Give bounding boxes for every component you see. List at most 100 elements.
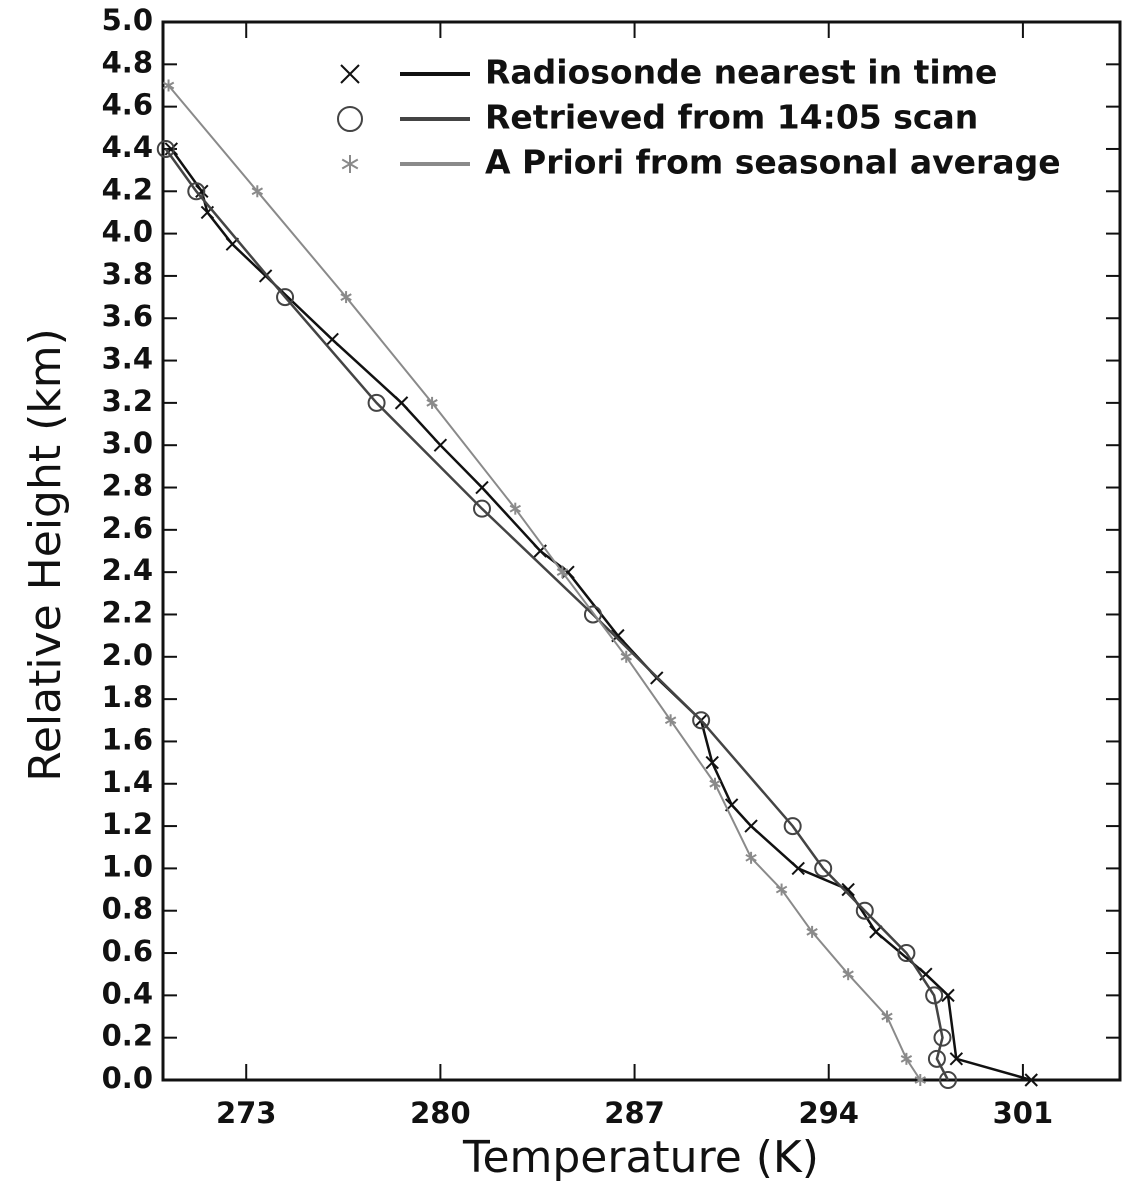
marker: [709, 777, 721, 790]
marker-stroke: [251, 187, 264, 196]
marker-stroke: [561, 565, 575, 579]
x-axis-title: Temperature (K): [462, 1132, 819, 1183]
marker-stroke: [340, 293, 352, 301]
y-tick-label: 2.8: [102, 469, 153, 503]
marker: [881, 1010, 893, 1023]
marker: [187, 182, 206, 201]
y-tick-label: 2.4: [102, 553, 153, 587]
marker: [855, 901, 874, 920]
y-tick-label: 0.4: [102, 976, 153, 1010]
y-tick-label: 1.0: [102, 849, 153, 883]
y-tick-label: 1.6: [102, 722, 153, 756]
marker: [561, 565, 575, 579]
legend-label: A Priori from seasonal average: [485, 143, 1061, 182]
marker-circle: [367, 393, 386, 412]
marker-stroke: [841, 882, 855, 897]
marker: [806, 925, 818, 938]
marker: [783, 817, 802, 836]
marker: [791, 861, 805, 876]
marker-stroke: [433, 438, 448, 452]
marker-stroke: [745, 853, 757, 862]
marker: [841, 882, 855, 897]
marker: [692, 711, 711, 730]
x-tick-label: 273: [216, 1096, 277, 1130]
y-tick-label: 0.6: [102, 934, 153, 968]
y-tick-label: 3.2: [102, 384, 153, 418]
marker-circle: [783, 817, 802, 836]
marker-circle: [933, 1028, 952, 1047]
marker: [426, 396, 438, 409]
marker: [869, 925, 883, 939]
marker-stroke: [195, 184, 209, 198]
marker-stroke: [664, 716, 677, 725]
marker-stroke: [162, 81, 175, 90]
marker-circle: [897, 944, 916, 963]
marker: [340, 291, 352, 304]
y-tick-label: 2.2: [102, 595, 153, 629]
marker: [473, 499, 491, 518]
marker-circle: [187, 182, 206, 201]
x-tick-label: 301: [993, 1096, 1054, 1130]
marker-stroke: [509, 504, 521, 513]
series-line: [164, 148, 950, 1081]
marker: [927, 1049, 946, 1068]
y-tick-label: 3.6: [102, 299, 153, 333]
marker-stroke: [475, 480, 489, 495]
marker-stroke: [340, 64, 360, 84]
x-tick-label: 287: [604, 1096, 665, 1130]
legend-label: Radiosonde nearest in time: [485, 53, 997, 92]
marker: [433, 438, 448, 452]
marker-circle: [692, 711, 711, 730]
y-tick-label: 0.8: [102, 892, 153, 926]
marker: [1024, 1073, 1038, 1087]
marker-stroke: [705, 755, 719, 770]
marker: [325, 332, 339, 347]
marker-circle: [583, 605, 602, 624]
y-tick-label: 4.6: [102, 88, 153, 122]
marker: [949, 1052, 964, 1066]
y-tick-label: 3.4: [102, 342, 153, 376]
marker-circle: [814, 859, 833, 878]
y-tick-label: 4.0: [102, 215, 153, 249]
marker: [156, 139, 175, 158]
marker-stroke: [341, 158, 359, 170]
marker: [900, 1052, 913, 1065]
marker-circle: [337, 106, 363, 132]
marker: [162, 79, 175, 92]
y-tick-label: 1.4: [102, 765, 153, 799]
marker-stroke: [709, 779, 721, 788]
marker: [914, 1074, 926, 1086]
x-tick-label: 294: [798, 1096, 859, 1130]
legend-marker: [340, 64, 360, 84]
marker-circle: [156, 139, 175, 158]
marker-circle: [939, 1071, 958, 1089]
marker: [251, 185, 264, 198]
marker: [941, 988, 955, 1003]
series-line: [167, 84, 922, 1081]
marker-stroke: [775, 885, 788, 894]
y-tick-label: 0.0: [102, 1061, 153, 1095]
y-tick-label: 3.8: [102, 257, 153, 291]
marker: [556, 566, 569, 579]
marker-stroke: [791, 861, 805, 876]
marker: [897, 944, 916, 963]
marker: [745, 851, 757, 864]
marker: [583, 605, 602, 624]
marker-stroke: [806, 928, 818, 936]
y-tick-label: 2.6: [102, 511, 153, 545]
marker: [664, 714, 677, 727]
legend-marker: [337, 106, 363, 132]
marker-stroke: [1024, 1073, 1038, 1087]
marker: [814, 859, 833, 878]
x-tick-label: 280: [410, 1096, 471, 1130]
y-axis-title: Relative Height (km): [20, 328, 71, 782]
marker-stroke: [842, 970, 854, 979]
marker-circle: [276, 288, 295, 307]
marker: [939, 1071, 958, 1089]
marker-stroke: [556, 568, 569, 577]
marker: [933, 1028, 952, 1047]
y-tick-label: 4.8: [102, 45, 153, 79]
marker: [276, 288, 295, 307]
